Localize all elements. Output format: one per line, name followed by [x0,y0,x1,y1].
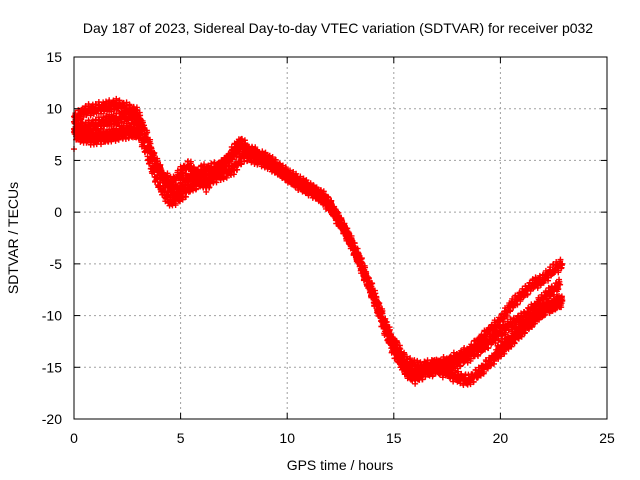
data-point [147,158,154,165]
x-tick-label: 20 [493,430,509,446]
y-tick-label: -20 [42,411,62,427]
x-tick-label: 0 [70,430,78,446]
y-tick-label: 10 [46,101,62,117]
chart-title: Day 187 of 2023, Sidereal Day-to-day VTE… [83,20,593,36]
y-tick-label: 15 [46,49,62,65]
grid-lines [74,57,607,419]
x-tick-label: 25 [599,430,615,446]
y-tick-label: 5 [54,152,62,168]
data-point [559,260,566,267]
data-point [239,136,246,143]
x-tick-label: 15 [386,430,402,446]
x-tick-label: 10 [279,430,295,446]
y-tick-label: -15 [42,359,62,375]
x-tick-label: 5 [177,430,185,446]
y-tick-label: -5 [50,256,63,272]
data-point [524,291,531,298]
y-axis-label: SDTVAR / TECUs [5,182,21,294]
y-tick-label: 0 [54,204,62,220]
data-points [71,95,566,389]
plot-frame [73,56,608,420]
x-axis-label: GPS time / hours [287,457,394,473]
y-tick-label: -10 [42,308,62,324]
data-point [154,175,161,182]
data-point [514,301,521,308]
axis-ticks [73,56,608,420]
data-point [144,146,151,153]
